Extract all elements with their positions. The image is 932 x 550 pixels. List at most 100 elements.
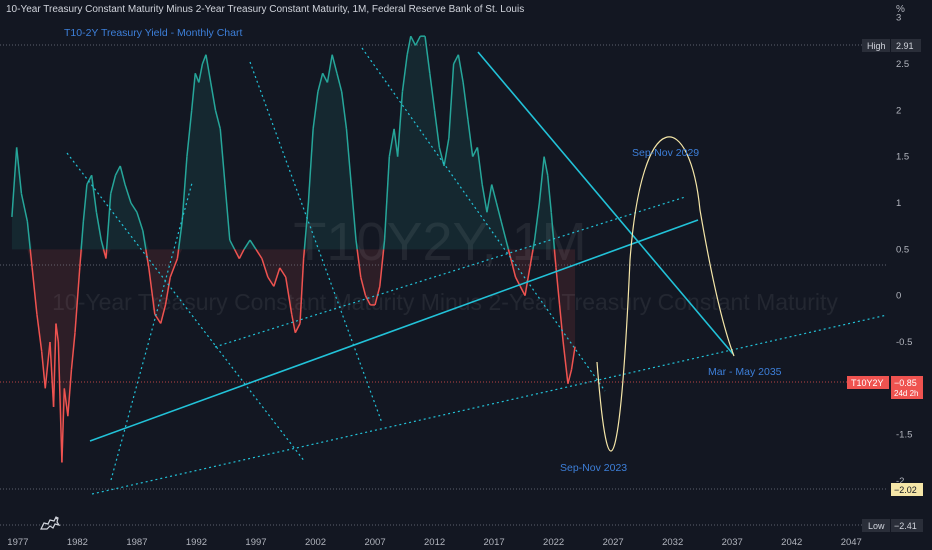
series-segment	[388, 128, 395, 157]
support-value-text: −2.02	[894, 485, 917, 495]
series-segment	[393, 128, 399, 157]
series-segment	[169, 258, 179, 278]
series-segment	[219, 128, 226, 185]
series-segment	[553, 249, 557, 268]
series-segment	[448, 63, 455, 139]
series-segment	[340, 91, 348, 129]
symbol-label-box	[847, 376, 889, 389]
trendline-dotted-diagonal-3[interactable]	[361, 47, 606, 392]
annotation-sep-nov-2029: Sep-Nov 2029	[632, 147, 699, 159]
series-segment	[299, 258, 305, 324]
series-segment	[467, 119, 474, 157]
series-segment	[562, 341, 569, 384]
series-segment	[396, 91, 404, 157]
series-segment	[15, 147, 23, 194]
x-tick-label: 1977	[7, 537, 28, 548]
projection-curve[interactable]	[596, 136, 735, 452]
series-segment	[205, 54, 212, 83]
x-tick-label: 2012	[424, 537, 445, 548]
y-tick-label: -1.5	[896, 430, 912, 441]
series-segment	[181, 156, 188, 222]
series-segment	[462, 82, 469, 120]
x-tick-label: 1997	[245, 537, 266, 548]
series-segment	[307, 128, 314, 204]
series-segment	[57, 341, 63, 463]
series-segment	[119, 165, 126, 185]
trendline-dotted-diagonal-1[interactable]	[66, 152, 306, 463]
series-segment	[538, 156, 545, 204]
series-segment	[336, 73, 343, 92]
trendline-falling-main[interactable]	[477, 51, 734, 355]
x-tick-label: 2037	[722, 537, 743, 548]
countdown-text: 24d 2h	[894, 389, 918, 398]
series-segment	[476, 147, 483, 185]
series-segment	[176, 249, 180, 259]
series-segment	[29, 249, 33, 268]
series-segment	[331, 54, 338, 74]
series-segment	[130, 202, 138, 213]
positive-area-fill	[11, 36, 576, 250]
trendline-dotted-diagonal-2[interactable]	[249, 61, 383, 424]
series-segment	[249, 239, 257, 250]
x-tick-label: 2007	[364, 537, 385, 548]
x-tick-label: 2032	[662, 537, 683, 548]
series-segment	[326, 54, 333, 83]
series-segment	[20, 193, 29, 222]
series-segment	[410, 35, 417, 46]
high-label-box	[862, 39, 890, 52]
series-segment	[61, 388, 66, 463]
series-segment	[294, 323, 301, 334]
series-segment	[90, 175, 98, 213]
series-segment	[350, 184, 357, 241]
trendline-dotted-lower-channel[interactable]	[91, 314, 888, 495]
series-segment	[452, 54, 460, 65]
trendline-dotted-diagonal-4[interactable]	[110, 182, 193, 481]
last-value-text: −0.85	[894, 378, 917, 388]
series-segment	[490, 184, 498, 204]
low-label-box	[862, 519, 890, 532]
y-tick-label: 0.5	[896, 244, 909, 255]
high-price-label: High 2.91	[862, 39, 921, 52]
low-value-text: −2.41	[894, 521, 917, 531]
series-segment	[519, 286, 526, 297]
high-value-text: 2.91	[896, 41, 914, 51]
series-segment	[229, 239, 236, 250]
series-segment	[532, 239, 536, 250]
x-axis[interactable]: 1977 1982 1987 1992 1997 2002 2007 2012 2017 2022…	[7, 537, 862, 548]
x-tick-label: 2042	[781, 537, 802, 548]
series-segment	[214, 110, 221, 130]
series-segment	[82, 184, 88, 222]
series-segment	[529, 249, 534, 268]
y-axis[interactable]: 32.521.510.50-0.5-1-1.5-2	[896, 13, 912, 487]
low-label-text: Low	[868, 521, 885, 531]
trendline-dotted-upper-channel[interactable]	[214, 196, 686, 348]
series-segment	[142, 230, 147, 250]
x-tick-label: 2022	[543, 537, 564, 548]
chart-header-title: 10-Year Treasury Constant Maturity Minus…	[6, 4, 525, 15]
series-segment	[63, 388, 69, 417]
series-segment	[11, 147, 18, 217]
series-segment	[406, 36, 412, 55]
series-segment	[424, 36, 431, 74]
series-segment	[261, 258, 269, 278]
trendline-rising-main[interactable]	[89, 219, 699, 442]
series-segment	[302, 249, 306, 259]
support-price-label: −2.02	[891, 483, 923, 496]
y-tick-label: 0	[896, 291, 901, 302]
series-segment	[290, 314, 297, 333]
series-segment	[190, 73, 197, 111]
series-segment	[145, 249, 150, 268]
series-segment	[443, 137, 450, 167]
support-value-box	[891, 483, 923, 496]
series-segment	[70, 332, 76, 370]
x-tick-label: 2027	[603, 537, 624, 548]
series-segment	[31, 267, 38, 315]
series-segment	[86, 174, 93, 185]
x-tick-label: 1982	[67, 537, 88, 548]
y-tick-label: 2	[896, 105, 901, 116]
tradingview-logo-icon[interactable]	[38, 512, 62, 532]
baseline-area-fills	[11, 36, 576, 463]
series-segment	[500, 221, 507, 241]
series-segment	[238, 248, 245, 259]
